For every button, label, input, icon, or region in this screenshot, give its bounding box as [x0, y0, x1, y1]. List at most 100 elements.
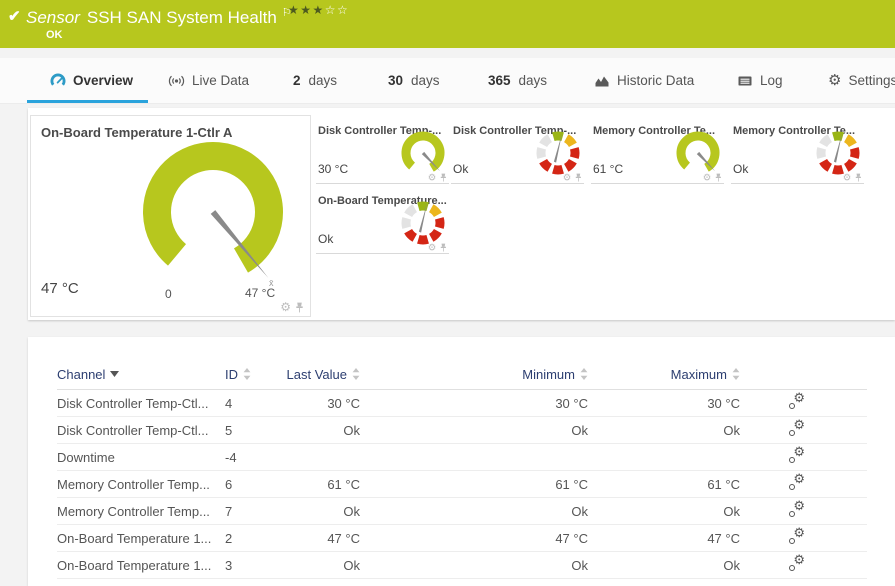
tab-historic-data[interactable]: Historic Data	[594, 58, 694, 103]
channel-tile-memory-status[interactable]: Memory Controller Te... Ok ⚙	[731, 120, 864, 184]
channel-settings-icon[interactable]: ⚙	[788, 471, 805, 491]
tab-overview[interactable]: Overview	[26, 58, 149, 103]
tab-label: days	[411, 73, 440, 88]
channel-cell[interactable]: Memory Controller Temp...	[57, 476, 210, 492]
stars-filled: ★★★	[288, 3, 325, 17]
id-cell: 5	[225, 422, 233, 438]
maximum-cell: Ok	[723, 557, 740, 573]
gear-icon[interactable]: ⚙	[427, 241, 437, 253]
table-row: On-Board Temperature 1... 2 47 °C 47 °C …	[57, 525, 867, 552]
segmented-gauge	[816, 131, 860, 175]
sort-both-icon	[732, 368, 740, 380]
channels-table: Channel ID Last Value Minimum	[57, 359, 867, 579]
gear-icon[interactable]: ⚙	[280, 300, 291, 314]
tile-value: 61 °C	[593, 162, 624, 176]
tab-live-data[interactable]: Live Data	[168, 58, 249, 103]
gear-icon[interactable]: ⚙	[427, 171, 437, 183]
tab-settings[interactable]: ⚙ Settings	[828, 58, 895, 103]
channel-cell[interactable]: On-Board Temperature 1...	[57, 557, 212, 573]
log-list-icon	[738, 76, 752, 85]
column-header-minimum[interactable]: Minimum	[360, 367, 588, 382]
column-header-id[interactable]: ID	[225, 367, 268, 382]
sort-both-icon	[352, 368, 360, 380]
status-ok-check-icon: ✔	[8, 8, 21, 25]
tab-log[interactable]: Log	[737, 58, 783, 103]
table-row: Disk Controller Temp-Ctl... 5 Ok Ok Ok ⚙	[57, 417, 867, 444]
tab-label: days	[518, 73, 548, 88]
tile-title: Memory Controller Te...	[733, 125, 856, 137]
table-row: Downtime -4 ⚙	[57, 444, 867, 471]
channel-settings-icon[interactable]: ⚙	[788, 417, 805, 437]
gauge-icon	[50, 73, 66, 86]
channel-cell[interactable]: Disk Controller Temp-Ctl...	[57, 395, 209, 411]
tab-2-days[interactable]: 2 days	[293, 58, 337, 103]
tab-number: 30	[388, 73, 404, 88]
maximum-cell: 47 °C	[707, 530, 740, 546]
minimum-cell: Ok	[571, 422, 588, 438]
table-row: Memory Controller Temp... 7 Ok Ok Ok ⚙	[57, 498, 867, 525]
last-value-cell: Ok	[343, 503, 360, 519]
channel-tile-disk-status[interactable]: Disk Controller Temp-... Ok ⚙	[451, 120, 584, 184]
id-cell: 4	[225, 395, 233, 411]
pin-icon[interactable]	[440, 173, 447, 182]
channel-settings-icon[interactable]: ⚙	[788, 498, 805, 518]
sort-both-icon	[580, 368, 588, 380]
table-header-row: Channel ID Last Value Minimum	[57, 359, 867, 390]
gear-icon[interactable]: ⚙	[562, 171, 572, 183]
channel-cell[interactable]: On-Board Temperature 1...	[57, 530, 212, 546]
table-row: On-Board Temperature 1... 3 Ok Ok Ok ⚙	[57, 552, 867, 579]
last-value-cell: 30 °C	[327, 395, 360, 411]
maximum-cell: 61 °C	[707, 476, 740, 492]
channel-tile-memory-temp[interactable]: Memory Controller Te... 61 °C ⚙	[591, 120, 724, 184]
channel-settings-icon[interactable]: ⚙	[788, 444, 805, 464]
channel-cell[interactable]: Disk Controller Temp-Ctl...	[57, 422, 209, 438]
pin-icon[interactable]	[715, 173, 722, 182]
gauge-scale-start: 0	[165, 287, 172, 301]
tile-title: Disk Controller Temp-...	[318, 125, 442, 137]
maximum-cell: 30 °C	[707, 395, 740, 411]
tab-label: Live Data	[192, 73, 250, 88]
channel-settings-icon[interactable]: ⚙	[788, 552, 805, 572]
tile-value: Ok	[733, 162, 749, 176]
minimum-cell: 47 °C	[555, 530, 588, 546]
sensor-header: ✔ Sensor SSH SAN System Health ⚐ ★★★☆☆ OK	[0, 0, 895, 48]
gauge-title: On-Board Temperature 1-Ctlr A	[41, 125, 233, 140]
channel-tile-disk-temp[interactable]: Disk Controller Temp-... 30 °C ⚙	[316, 120, 449, 184]
channel-settings-icon[interactable]: ⚙	[788, 525, 805, 545]
channel-tile-onboard-status[interactable]: On-Board Temperature... Ok ⚙	[316, 190, 449, 254]
flag-icon[interactable]: ⚐	[281, 7, 292, 19]
primary-gauge-card: On-Board Temperature 1-Ctlr A x̄ 0 47 °C…	[30, 115, 311, 317]
minimum-cell: Ok	[571, 557, 588, 573]
tile-value: 30 °C	[318, 162, 349, 176]
minimum-cell: 30 °C	[555, 395, 588, 411]
tab-365-days[interactable]: 365 days	[488, 58, 547, 103]
column-header-maximum[interactable]: Maximum	[588, 367, 740, 382]
tab-label: Overview	[73, 73, 134, 88]
last-value-cell: 47 °C	[327, 530, 360, 546]
gear-icon[interactable]: ⚙	[702, 171, 712, 183]
sort-both-icon	[243, 368, 251, 380]
segmented-gauge	[536, 131, 580, 175]
priority-stars[interactable]: ★★★☆☆	[288, 3, 349, 17]
pin-icon[interactable]	[575, 173, 582, 182]
channel-settings-icon[interactable]: ⚙	[788, 390, 805, 410]
channel-cell[interactable]: Downtime	[57, 449, 115, 465]
table-row: Disk Controller Temp-Ctl... 4 30 °C 30 °…	[57, 390, 867, 417]
pin-icon[interactable]	[855, 173, 862, 182]
maximum-cell: Ok	[723, 422, 740, 438]
column-header-channel[interactable]: Channel	[57, 367, 225, 382]
gear-icon[interactable]: ⚙	[842, 171, 852, 183]
tab-30-days[interactable]: 30 days	[388, 58, 440, 103]
pin-icon[interactable]	[295, 302, 304, 313]
last-value-cell: Ok	[343, 422, 360, 438]
page-title: Sensor SSH SAN System Health ⚐	[26, 6, 292, 28]
column-header-last-value[interactable]: Last Value	[268, 367, 360, 382]
tab-label: days	[308, 73, 338, 88]
sensor-kicker: Sensor	[26, 8, 80, 27]
pin-icon[interactable]	[440, 243, 447, 252]
tab-bar: Overview Live Data 2 days 30 days 365 da…	[0, 58, 895, 104]
id-cell: 7	[225, 503, 233, 519]
id-cell: -4	[225, 449, 237, 465]
gauge-value: 47 °C	[41, 280, 79, 297]
channel-cell[interactable]: Memory Controller Temp...	[57, 503, 210, 519]
